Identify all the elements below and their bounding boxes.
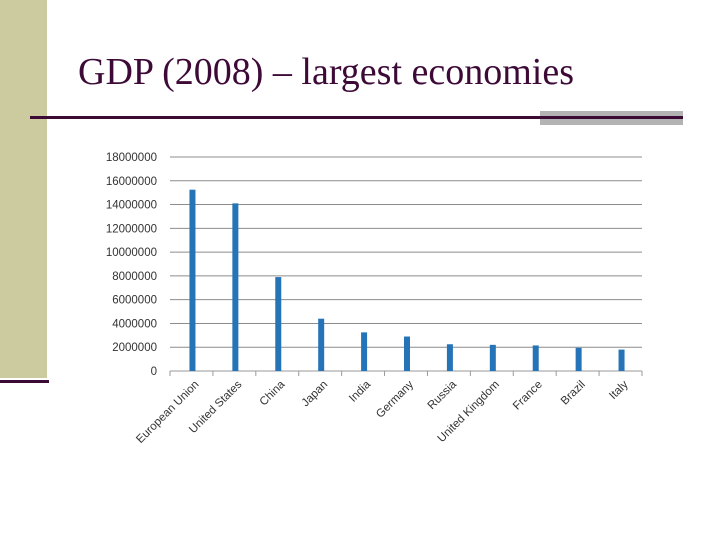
bar-china: [275, 277, 282, 371]
x-tick-label: China: [258, 378, 288, 408]
side-accent-bar: [0, 0, 47, 378]
x-tick-label: Japan: [300, 379, 331, 410]
y-tick-label: 6000000: [112, 295, 157, 307]
bar-france: [532, 345, 539, 371]
y-tick-label: 4000000: [112, 318, 157, 330]
x-tick-label: Italy: [607, 378, 631, 402]
x-tick-label: Brazil: [559, 379, 588, 408]
y-tick-label: 12000000: [106, 223, 157, 235]
x-tick-label: India: [347, 378, 374, 405]
bar-united-states: [232, 203, 239, 371]
title-rule: [30, 116, 682, 119]
y-tick-label: 8000000: [112, 271, 157, 283]
bar-india: [361, 332, 368, 371]
slide-title: GDP (2008) – largest economies: [78, 51, 575, 93]
bar-european-union: [189, 189, 196, 371]
y-tick-label: 18000000: [106, 152, 157, 164]
bar-germany: [404, 336, 410, 371]
y-tick-label: 2000000: [112, 342, 157, 354]
bar-brazil: [575, 347, 582, 371]
y-tick-label: 10000000: [106, 247, 157, 259]
y-tick-label: 14000000: [106, 200, 157, 212]
bars: [189, 189, 625, 371]
title-rule-accent-line: [540, 116, 683, 119]
y-tick-label: 0: [151, 366, 157, 378]
x-tick-label: France: [511, 379, 545, 413]
bar-japan: [318, 318, 325, 371]
bar-russia: [446, 344, 453, 371]
side-accent-rule: [0, 380, 49, 383]
bar-italy: [618, 349, 625, 371]
bar-united-kingdom: [489, 344, 496, 371]
y-tick-label: 16000000: [106, 176, 157, 188]
x-tick-label: European Union: [134, 379, 201, 446]
x-tick-label: Germany: [374, 378, 416, 420]
x-tick-label: Russia: [426, 378, 460, 412]
y-tick-labels: 0 2000000 4000000 6000000 8000000 10000000 120…: [106, 152, 157, 378]
